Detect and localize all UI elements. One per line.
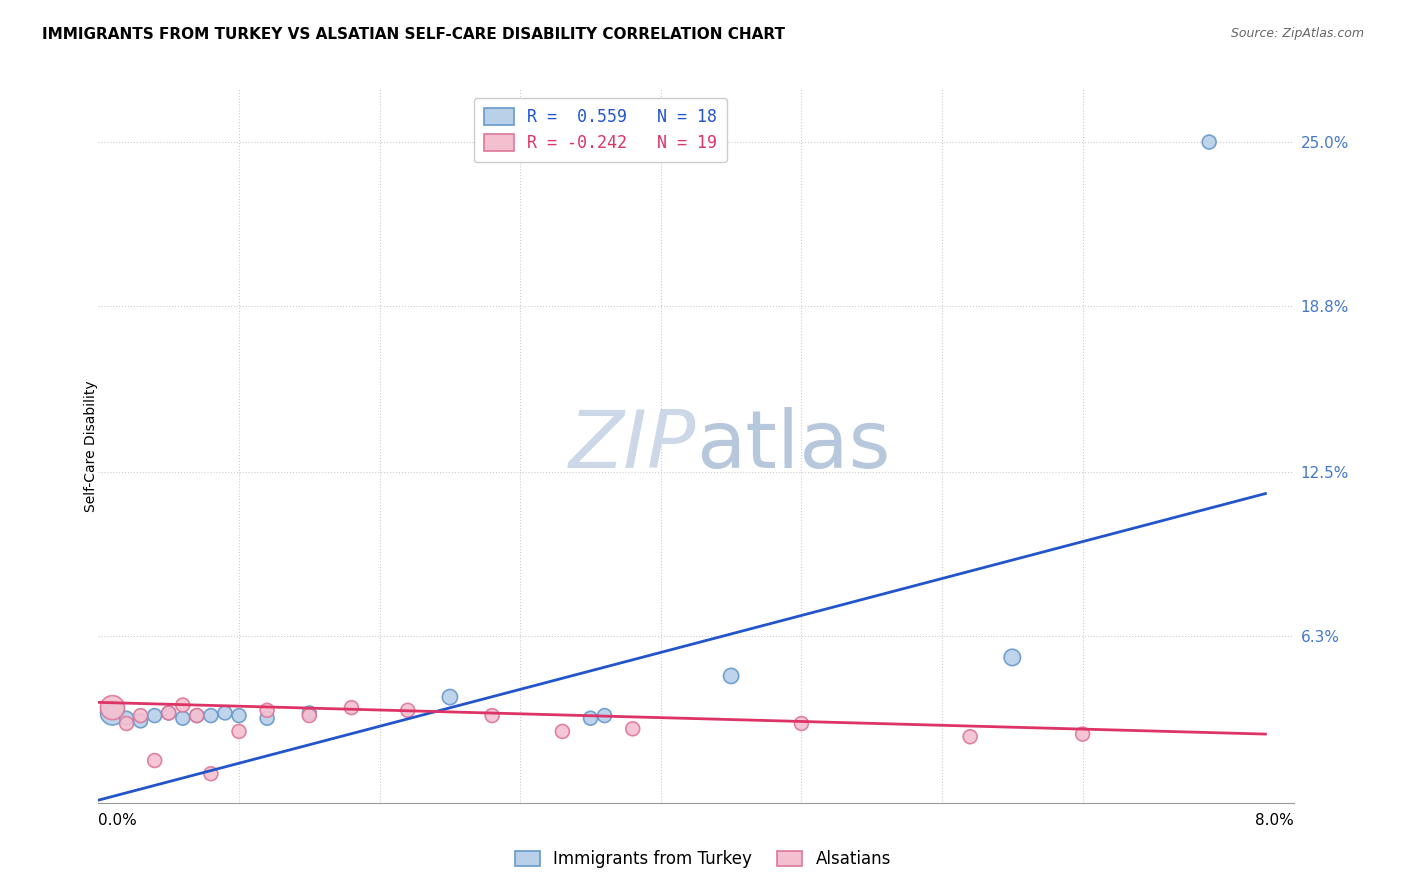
Point: [157, 706, 180, 720]
Point: [101, 706, 124, 720]
Point: [621, 722, 644, 736]
Point: [1001, 650, 1024, 665]
Text: IMMIGRANTS FROM TURKEY VS ALSATIAN SELF-CARE DISABILITY CORRELATION CHART: IMMIGRANTS FROM TURKEY VS ALSATIAN SELF-…: [42, 27, 785, 42]
Point: [115, 711, 138, 725]
Point: [186, 708, 208, 723]
Point: [228, 708, 250, 723]
Point: [551, 724, 574, 739]
Point: [115, 716, 138, 731]
Legend: R =  0.559   N = 18, R = -0.242   N = 19: R = 0.559 N = 18, R = -0.242 N = 19: [474, 97, 727, 162]
Point: [256, 711, 278, 725]
Point: [481, 708, 503, 723]
Point: [129, 714, 152, 728]
Point: [172, 711, 194, 725]
Legend: Immigrants from Turkey, Alsatians: Immigrants from Turkey, Alsatians: [509, 844, 897, 875]
Text: Source: ZipAtlas.com: Source: ZipAtlas.com: [1230, 27, 1364, 40]
Point: [439, 690, 461, 704]
Point: [790, 716, 813, 731]
Point: [396, 703, 419, 717]
Y-axis label: Self-Care Disability: Self-Care Disability: [84, 380, 98, 512]
Text: ZIP: ZIP: [568, 407, 696, 485]
Point: [340, 700, 363, 714]
Point: [228, 724, 250, 739]
Point: [959, 730, 981, 744]
Point: [720, 669, 742, 683]
Text: 8.0%: 8.0%: [1254, 814, 1294, 828]
Point: [143, 754, 166, 768]
Point: [101, 700, 124, 714]
Point: [298, 706, 321, 720]
Point: [214, 706, 236, 720]
Point: [129, 708, 152, 723]
Text: atlas: atlas: [696, 407, 890, 485]
Text: 0.0%: 0.0%: [98, 814, 138, 828]
Point: [298, 708, 321, 723]
Point: [1198, 135, 1220, 149]
Point: [200, 708, 222, 723]
Point: [593, 708, 616, 723]
Point: [172, 698, 194, 712]
Point: [157, 706, 180, 720]
Point: [186, 708, 208, 723]
Point: [1071, 727, 1094, 741]
Point: [256, 703, 278, 717]
Point: [579, 711, 602, 725]
Point: [200, 766, 222, 780]
Point: [143, 708, 166, 723]
